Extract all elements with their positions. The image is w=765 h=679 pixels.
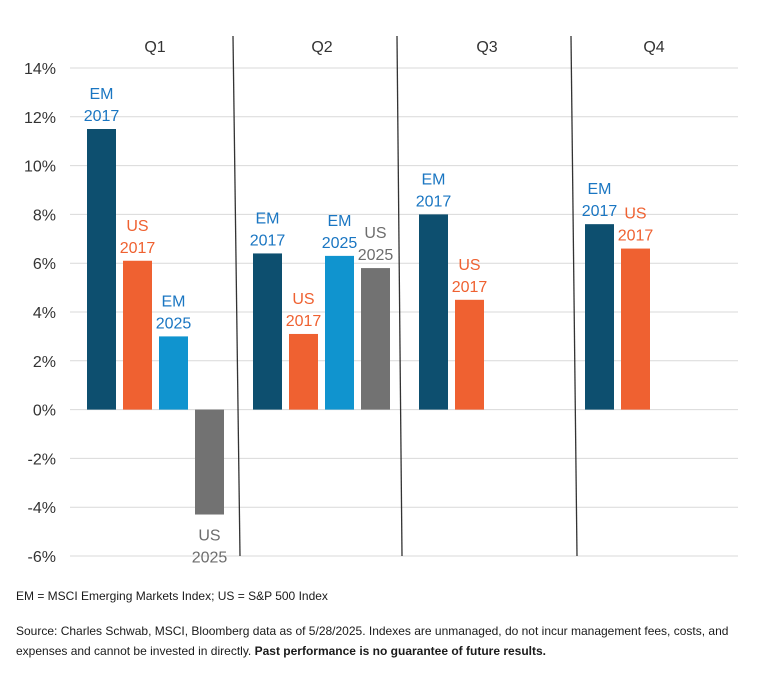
y-tick-label: 6%: [33, 256, 56, 273]
bar: [195, 409, 224, 515]
bar-label-year: 2025: [322, 235, 358, 252]
bar: [123, 260, 152, 410]
y-tick-label: 2%: [33, 354, 56, 371]
bar-label-year: 2025: [156, 315, 192, 332]
y-tick-label: 8%: [33, 207, 56, 224]
bar-label-series: US: [292, 291, 314, 308]
bar: [325, 255, 354, 410]
bar-label-year: 2017: [582, 203, 618, 220]
bar: [419, 214, 448, 410]
y-tick-label: 10%: [24, 159, 56, 176]
bar-label-year: 2017: [84, 108, 120, 125]
quarter-label: Q4: [643, 39, 664, 56]
source-text: Source: Charles Schwab, MSCI, Bloomberg …: [16, 624, 729, 658]
bar-label-series: US: [364, 225, 386, 242]
bar-label-series: EM: [422, 171, 446, 188]
bar-label-series: EM: [328, 213, 352, 230]
bar-label-year: 2017: [452, 279, 488, 296]
bar: [289, 333, 318, 410]
source-footnote: Source: Charles Schwab, MSCI, Bloomberg …: [16, 621, 746, 661]
bar-label-year: 2017: [286, 313, 322, 330]
y-tick-label: -2%: [28, 451, 56, 468]
bar: [585, 224, 614, 410]
y-tick-label: -6%: [28, 549, 56, 566]
quarter-divider: [396, 35, 403, 557]
bar-label-series: EM: [256, 210, 280, 227]
quarter-divider: [570, 35, 578, 557]
quarter-label: Q2: [311, 39, 332, 56]
bar-label-series: US: [624, 206, 646, 223]
bar-label-series: US: [198, 528, 220, 545]
disclaimer-text: Past performance is no guarantee of futu…: [254, 644, 547, 658]
y-tick-label: 4%: [33, 305, 56, 322]
bar: [87, 129, 116, 410]
bar-label-series: EM: [90, 86, 114, 103]
bar: [159, 336, 188, 410]
bar: [361, 268, 390, 410]
y-tick-label: 0%: [33, 403, 56, 420]
bar-label-series: EM: [162, 293, 186, 310]
bar: [621, 248, 650, 410]
quarter-label: Q3: [476, 39, 497, 56]
bar-chart: -6% -4% -2% 0% 2% 4% 6% 8% 10% 12% 14% Q1 Q2 Q3 Q4 EM 20…: [24, 35, 738, 567]
quarter-label: Q1: [144, 39, 165, 56]
quarter-divider: [232, 35, 241, 557]
bar-label-year: 2017: [120, 240, 156, 257]
legend-footnote: EM = MSCI Emerging Markets Index; US = S…: [16, 589, 328, 603]
bar-label-year: 2025: [192, 550, 228, 567]
bar-label-series: US: [458, 257, 480, 274]
bar-label-year: 2025: [358, 247, 394, 264]
bar-label-series: EM: [588, 181, 612, 198]
bar-label-year: 2017: [416, 193, 452, 210]
y-tick-label: 12%: [24, 110, 56, 127]
bar: [455, 299, 484, 410]
y-tick-label: -4%: [28, 500, 56, 517]
y-tick-label: 14%: [24, 61, 56, 78]
bar-label-year: 2017: [250, 232, 286, 249]
bar: [253, 253, 282, 410]
bar-label-year: 2017: [618, 228, 654, 245]
bar-label-series: US: [126, 218, 148, 235]
